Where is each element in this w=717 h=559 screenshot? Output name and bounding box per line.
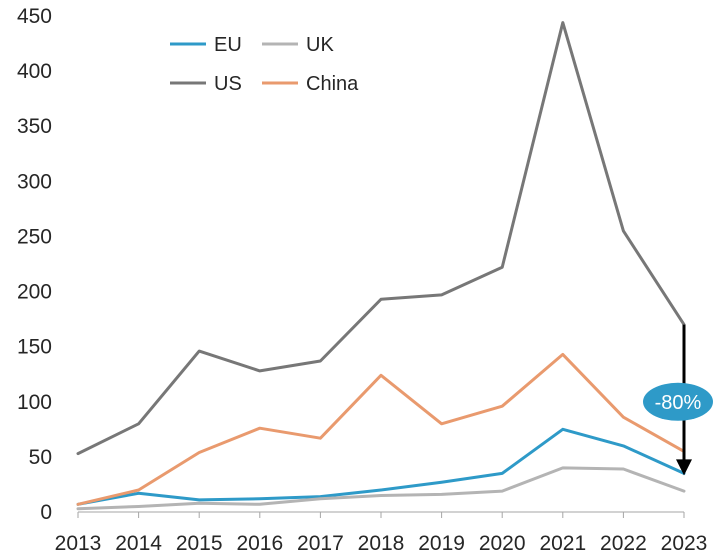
series-line-uk bbox=[76, 466, 686, 511]
legend-label-eu: EU bbox=[214, 34, 242, 56]
series-layer bbox=[76, 21, 686, 511]
series-line-eu bbox=[76, 427, 686, 506]
annotation: -80% bbox=[643, 324, 713, 476]
x-tick-label: 2013 bbox=[55, 532, 102, 555]
annotation-arrowhead bbox=[676, 459, 692, 476]
x-tick-label: 2015 bbox=[176, 532, 223, 555]
legend-label-us: US bbox=[214, 73, 242, 95]
y-tick-label: 250 bbox=[17, 225, 52, 248]
x-tick-label: 2016 bbox=[236, 532, 283, 555]
y-tick-label: 350 bbox=[17, 115, 52, 138]
x-tick-label: 2023 bbox=[661, 532, 708, 555]
y-tick-label: 50 bbox=[29, 446, 52, 469]
y-tick-label: 150 bbox=[17, 336, 52, 359]
y-tick-label: 450 bbox=[17, 5, 52, 28]
legend-label-uk: UK bbox=[306, 34, 334, 56]
annotation-badge bbox=[643, 382, 713, 421]
y-tick-label: 100 bbox=[17, 391, 52, 414]
y-tick-label: 300 bbox=[17, 170, 52, 193]
y-tick-label: 400 bbox=[17, 60, 52, 83]
series-line-us bbox=[76, 21, 686, 456]
annotation-label: -80% bbox=[655, 392, 702, 414]
legend-label-china: China bbox=[306, 73, 359, 95]
legend: EU UK US China bbox=[170, 34, 359, 95]
x-axis-ticks: 2013 2014 2015 2016 2017 2018 2019 2020 2021 2022… bbox=[55, 512, 708, 555]
x-tick-label: 2021 bbox=[539, 532, 586, 555]
series-line-china bbox=[76, 352, 686, 506]
x-tick-label: 2018 bbox=[358, 532, 405, 555]
y-tick-label: 0 bbox=[40, 501, 52, 524]
x-tick-label: 2019 bbox=[418, 532, 465, 555]
x-tick-label: 2022 bbox=[600, 532, 647, 555]
y-tick-label: 200 bbox=[17, 281, 52, 304]
x-tick-label: 2017 bbox=[297, 532, 344, 555]
x-tick-label: 2020 bbox=[479, 532, 526, 555]
y-axis-ticks: 0 50 100 150 200 250 300 350 400 450 bbox=[17, 5, 52, 524]
x-tick-label: 2014 bbox=[115, 532, 162, 555]
